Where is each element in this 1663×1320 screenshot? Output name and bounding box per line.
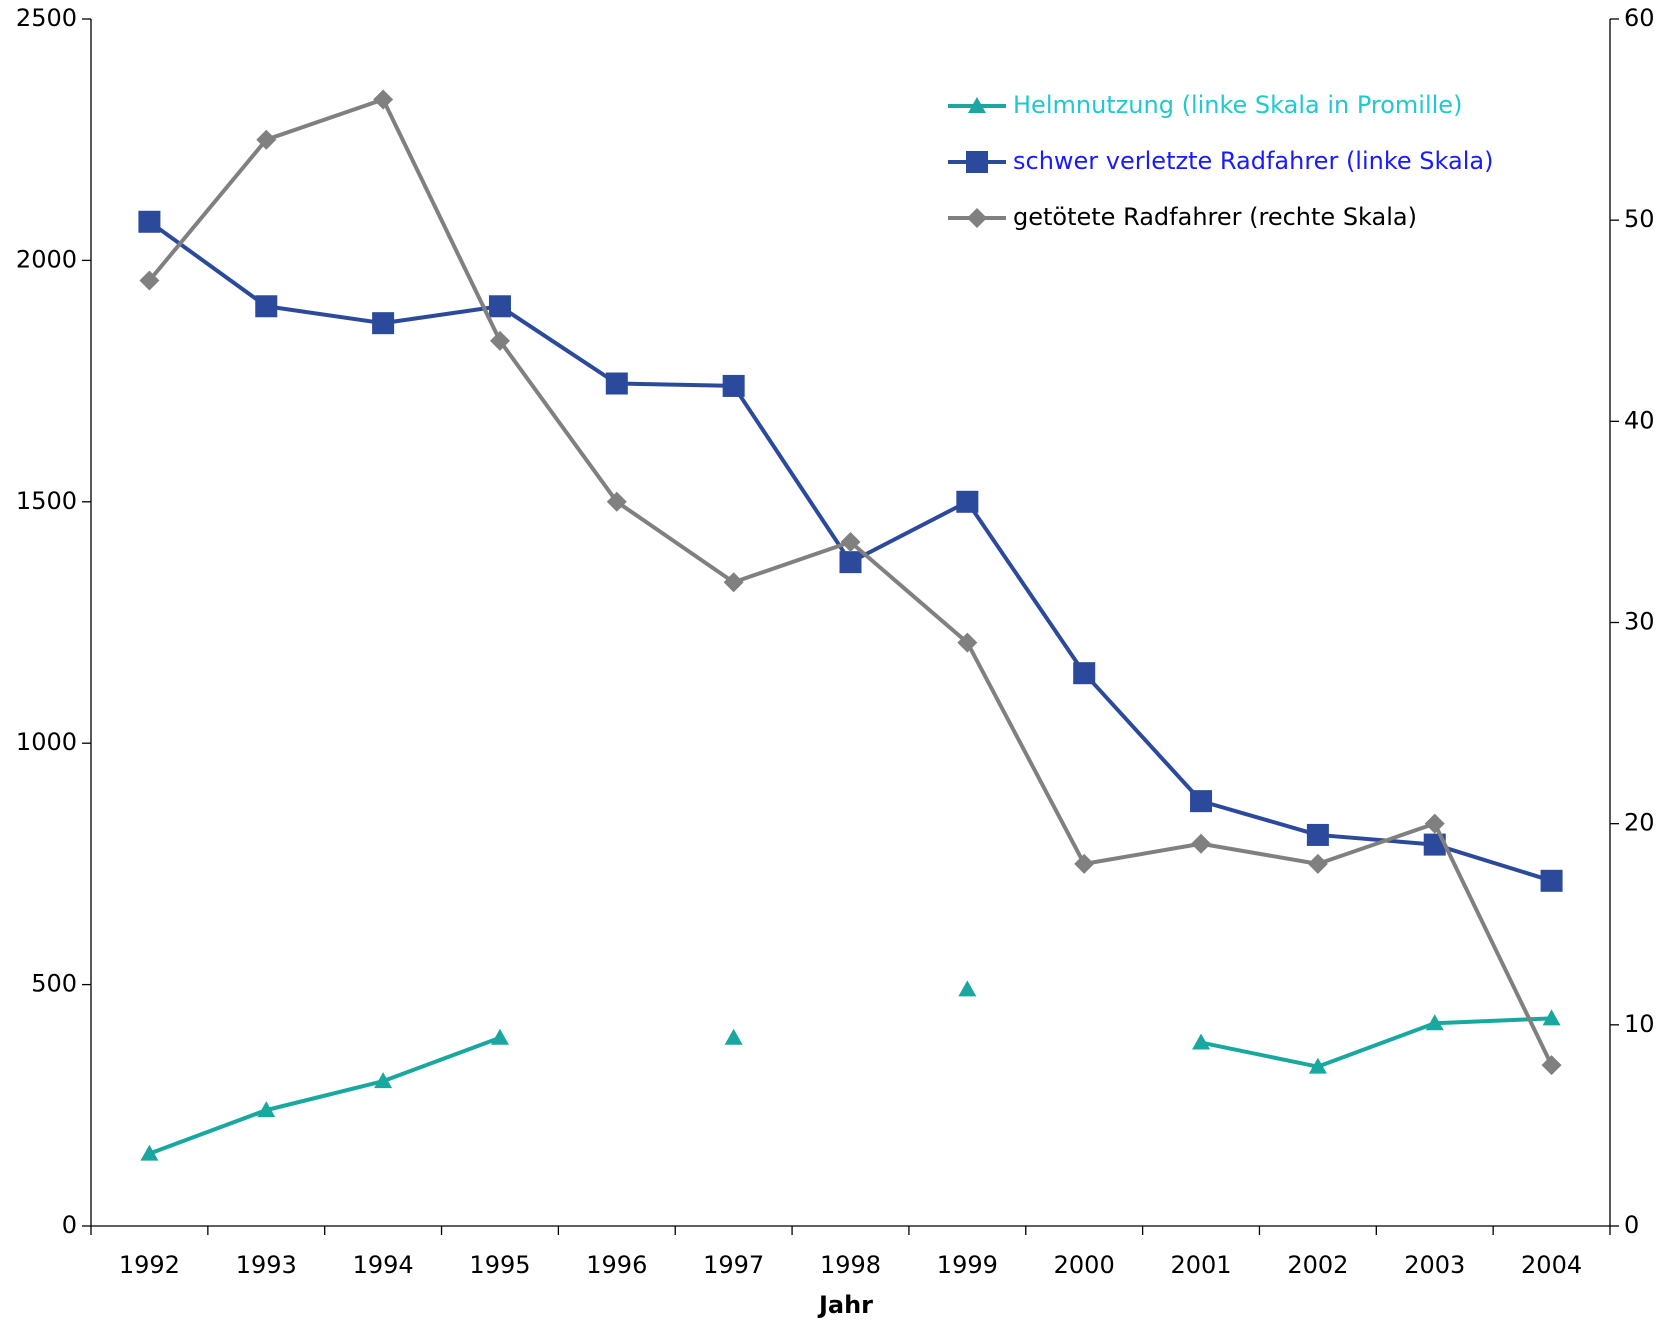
- y2-tick-label: 60: [1624, 4, 1655, 32]
- marker: [1190, 790, 1213, 813]
- marker: [722, 374, 745, 397]
- y2-tick-label: 50: [1624, 205, 1655, 233]
- marker: [1191, 833, 1212, 854]
- y2-tick-label: 40: [1624, 406, 1655, 434]
- x-tick-label: 1998: [820, 1251, 881, 1279]
- x-tick-label: 1992: [119, 1251, 180, 1279]
- marker: [1424, 813, 1445, 834]
- marker: [1308, 1057, 1327, 1074]
- y-tick-label: 2000: [16, 245, 77, 273]
- marker: [723, 572, 744, 593]
- x-axis-label: Jahr: [817, 1291, 873, 1319]
- y-tick-label: 500: [31, 970, 77, 998]
- marker: [956, 490, 979, 513]
- marker: [1542, 1009, 1561, 1026]
- x-tick-label: 1999: [937, 1251, 998, 1279]
- marker: [957, 632, 978, 653]
- marker: [1540, 869, 1563, 892]
- x-tick-label: 2004: [1521, 1251, 1582, 1279]
- marker: [839, 551, 862, 574]
- legend-label: Helmnutzung (linke Skala in Promille): [1013, 91, 1462, 119]
- x-tick-label: 2001: [1170, 1251, 1231, 1279]
- x-tick-label: 2002: [1287, 1251, 1348, 1279]
- marker: [139, 270, 160, 291]
- y-tick-label: 1500: [16, 487, 77, 515]
- legend-marker: [968, 97, 986, 113]
- marker: [257, 1101, 276, 1118]
- marker: [840, 532, 861, 553]
- legend-marker: [966, 151, 988, 173]
- marker: [1307, 853, 1328, 874]
- legend-marker: [967, 208, 987, 228]
- marker: [490, 1028, 509, 1045]
- marker: [1073, 662, 1096, 685]
- marker: [374, 1072, 393, 1089]
- x-tick-label: 2003: [1404, 1251, 1465, 1279]
- marker: [1425, 1014, 1444, 1031]
- marker: [606, 491, 627, 512]
- marker: [1192, 1033, 1211, 1050]
- marker: [372, 312, 395, 335]
- marker: [373, 89, 394, 110]
- marker: [1541, 1055, 1562, 1076]
- marker: [255, 295, 278, 318]
- marker: [488, 295, 511, 318]
- marker: [724, 1028, 743, 1045]
- x-tick-label: 2000: [1054, 1251, 1115, 1279]
- legend-label: schwer verletzte Radfahrer (linke Skala): [1013, 147, 1493, 175]
- y-tick-label: 2500: [16, 4, 77, 32]
- y2-tick-label: 30: [1624, 608, 1655, 636]
- y-tick-label: 1000: [16, 728, 77, 756]
- marker: [140, 1144, 159, 1161]
- y-tick-label: 0: [62, 1211, 77, 1239]
- marker: [489, 330, 510, 351]
- marker: [138, 210, 161, 233]
- x-tick-label: 1994: [353, 1251, 414, 1279]
- x-tick-label: 1996: [586, 1251, 647, 1279]
- legend-label: getötete Radfahrer (rechte Skala): [1013, 203, 1417, 231]
- x-tick-label: 1995: [469, 1251, 530, 1279]
- marker: [605, 372, 628, 395]
- marker: [1074, 853, 1095, 874]
- series-line: [148, 1016, 1552, 1156]
- y2-tick-label: 20: [1624, 809, 1655, 837]
- y2-tick-label: 10: [1624, 1010, 1655, 1038]
- legend: Helmnutzung (linke Skala in Promille) sch…: [948, 91, 1493, 231]
- y2-tick-label: 0: [1624, 1211, 1639, 1239]
- x-tick-label: 1997: [703, 1251, 764, 1279]
- marker: [958, 980, 977, 997]
- series-line: [147, 97, 1554, 1066]
- x-tick-label: 1993: [236, 1251, 297, 1279]
- marker: [1306, 823, 1329, 846]
- marker: [256, 129, 277, 150]
